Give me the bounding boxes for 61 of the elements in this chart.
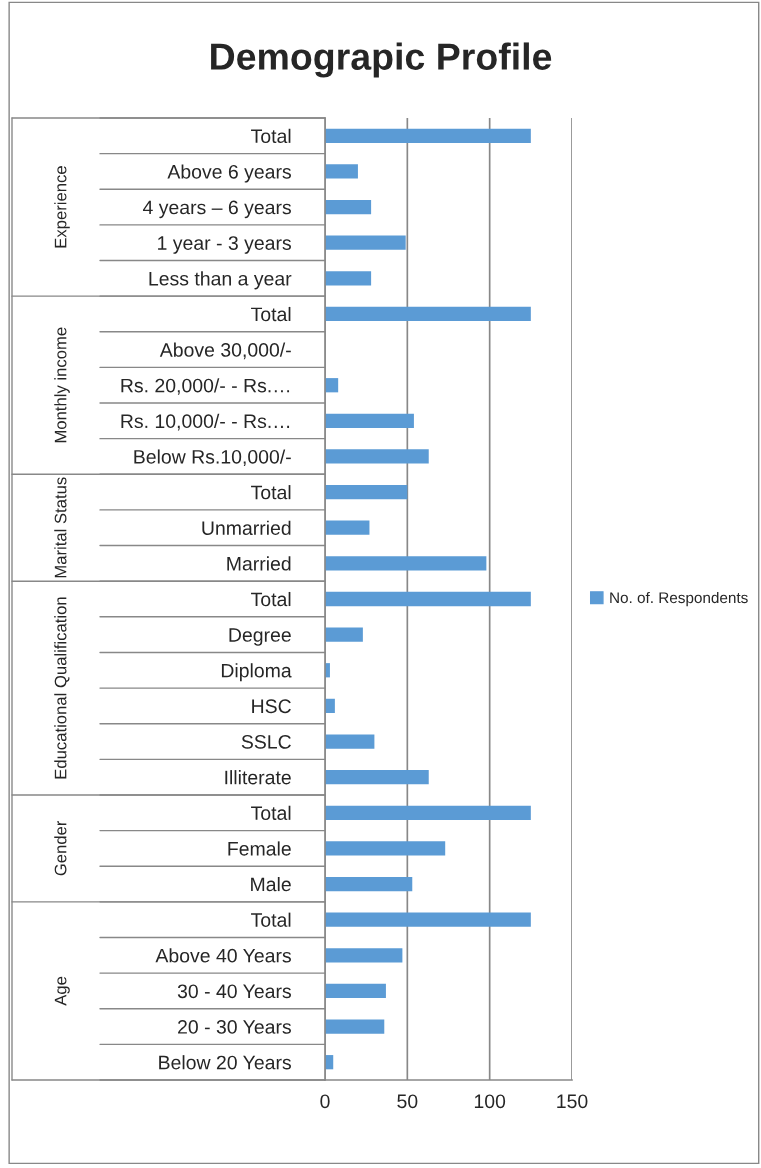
bar xyxy=(325,1019,385,1034)
text: Marital Status xyxy=(54,477,67,578)
legend-label: No. of. Respondents xyxy=(610,591,748,607)
y-tick-label: Female xyxy=(228,841,291,856)
y-tick-label: Less than a year xyxy=(149,271,292,290)
x-tick-label: 0 xyxy=(320,1094,330,1109)
y-tick-label: SSLC xyxy=(241,734,291,749)
bar xyxy=(325,235,406,250)
y-tick-label: Above 40 Years xyxy=(155,948,291,963)
y-tick-label: Married xyxy=(227,556,291,571)
y-tick-label: Total xyxy=(251,912,291,927)
x-tick-label: 150 xyxy=(557,1094,588,1109)
y-tick-label: Total xyxy=(251,805,291,821)
y-tick-label: Total xyxy=(251,485,291,500)
text: Experience xyxy=(54,166,70,248)
y-tick-label: Above 6 years xyxy=(167,164,291,183)
text: Gender xyxy=(54,820,67,876)
bar xyxy=(325,128,531,143)
bar xyxy=(325,627,363,642)
y-tick-label: Total xyxy=(251,128,291,144)
y-tick-label: Illiterate xyxy=(225,770,291,785)
y-tick-label: Below 20 Years xyxy=(159,1055,291,1070)
y-tick-label: Degree xyxy=(229,628,291,646)
y-tick-label: 4 years – 6 years xyxy=(142,200,291,219)
bar xyxy=(325,449,429,464)
y-tick-label: 30 - 40 Years xyxy=(177,984,291,999)
y-tick-label: 1 year - 3 years xyxy=(158,236,291,254)
y-tick-label: Below Rs.10,000/- xyxy=(134,449,291,467)
bar xyxy=(325,556,487,571)
bar xyxy=(325,164,358,179)
y-tick-label: Diploma xyxy=(221,663,292,682)
x-tick-label: 100 xyxy=(474,1094,506,1109)
y-tick-label: Total xyxy=(251,306,291,322)
y-tick-label: Above 30,000/- xyxy=(159,342,291,360)
bar xyxy=(325,199,372,215)
text: Age xyxy=(54,976,70,1006)
text: Monthly income xyxy=(54,327,70,443)
bar xyxy=(325,520,370,535)
bar xyxy=(325,876,413,892)
bar xyxy=(325,805,531,820)
bar xyxy=(325,841,446,856)
y-tick-label: Male xyxy=(251,876,291,892)
bar xyxy=(325,591,531,607)
bar xyxy=(325,484,408,500)
bar xyxy=(325,413,414,428)
y-tick-label: HSC xyxy=(252,699,291,714)
bar xyxy=(325,770,429,785)
y-tick-label: Unmarried xyxy=(202,520,291,535)
bar xyxy=(325,912,531,927)
y-tick-label: 20 - 30 Years xyxy=(178,1020,291,1034)
chart-title: Demograpic Profile xyxy=(211,42,552,78)
y-tick-label: Total xyxy=(251,591,291,607)
bar xyxy=(325,983,386,999)
y-tick-label: Rs. 20,000/- - Rs.… xyxy=(121,378,290,395)
text: Educational Qualification xyxy=(54,597,70,779)
y-tick-label: Rs. 10,000/- - Rs.… xyxy=(121,413,290,431)
bar xyxy=(325,271,372,286)
bar xyxy=(325,306,531,322)
bar xyxy=(325,948,403,963)
bar xyxy=(325,734,375,749)
x-tick-label: 50 xyxy=(397,1094,418,1109)
